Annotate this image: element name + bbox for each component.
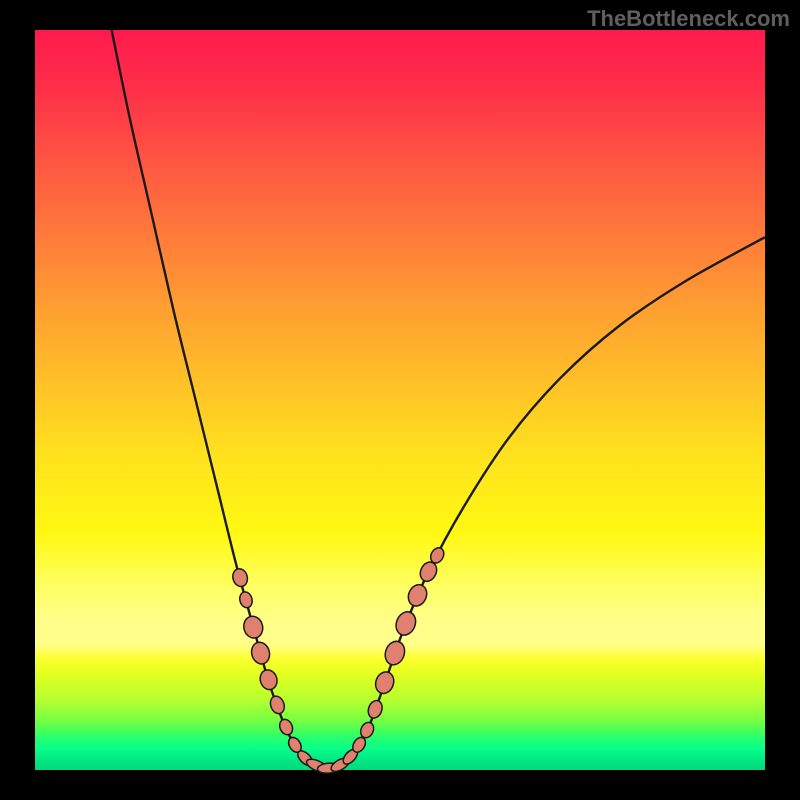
watermark-text: TheBottleneck.com: [587, 6, 790, 32]
chart-container: TheBottleneck.com: [0, 0, 800, 800]
curve-path: [112, 30, 765, 769]
curve-marker: [231, 567, 250, 588]
curve-marker: [268, 694, 287, 715]
curve-marker: [373, 669, 397, 696]
curve-marker: [277, 717, 295, 737]
curve-marker: [366, 699, 385, 720]
curve-marker: [393, 609, 419, 638]
curve-marker: [405, 582, 430, 609]
curve-svg: [35, 30, 765, 770]
curve-marker: [241, 614, 265, 640]
plot-area: [35, 30, 765, 770]
curve-marker: [258, 668, 280, 692]
curve-marker: [382, 639, 408, 668]
curve-marker: [238, 590, 254, 609]
curve-marker: [249, 640, 272, 666]
